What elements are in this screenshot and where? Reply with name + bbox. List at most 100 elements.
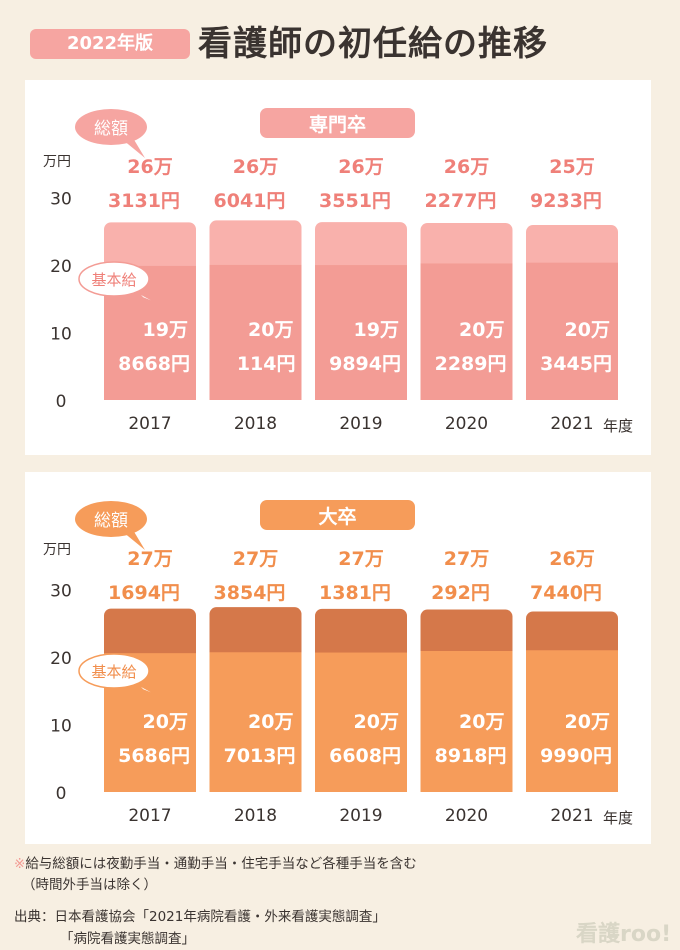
voc-bar-total-2019 (315, 222, 407, 274)
uni-label-total-man-2018: 27万 (233, 548, 278, 570)
voc-bar-total-2020 (420, 222, 513, 272)
uni-label-base-yen-2017: 5686円 (118, 745, 190, 767)
footnote-overtime: （時間外手当は除く） (22, 877, 157, 893)
uni-label-total-yen-2019: 1381円 (319, 582, 391, 604)
source-line-1: 出典：日本看護協会「2021年病院看護・外来看護実態調査」 (14, 909, 386, 925)
voc-label-total-yen-2018: 6041円 (214, 190, 286, 212)
uni-label-base-man-2018: 20万 (248, 711, 293, 733)
voc-x-tick-2017: 2017 (128, 414, 171, 434)
uni-legend-total: 総額 (94, 511, 128, 531)
uni-legend-base: 基本給 (91, 663, 136, 681)
voc-label-total-yen-2020: 2277円 (425, 190, 497, 212)
voc-y-tick-0: 0 (56, 392, 67, 412)
voc-label-base-yen-2021: 3445円 (540, 353, 612, 375)
page-title: 看護師の初任給の推移 (198, 24, 548, 64)
uni-y-tick-10: 10 (50, 717, 72, 737)
voc-label-base-yen-2020: 2289円 (435, 353, 507, 375)
uni-label-base-man-2021: 20万 (565, 711, 610, 733)
voc-legend-total-bubble (75, 109, 147, 145)
uni-label-base-yen-2018: 7013円 (224, 745, 296, 767)
footnote-allowances: ※給与総額には夜勤手当・通勤手当・住宅手当など各種手当を含む (14, 852, 417, 872)
voc-label-base-yen-2019: 9894円 (329, 353, 401, 375)
voc-label-total-yen-2017: 3131円 (108, 190, 180, 212)
voc-chart-title: 専門卒 (309, 113, 366, 136)
uni-y-unit: 万円 (43, 542, 71, 558)
uni-x-tick-2019: 2019 (339, 806, 382, 826)
voc-label-total-yen-2021: 9233円 (530, 190, 602, 212)
voc-label-total-man-2018: 26万 (233, 156, 278, 178)
voc-bar-base-2021 (526, 262, 618, 400)
voc-legend-total-tail (123, 138, 145, 158)
voc-label-total-man-2021: 25万 (549, 156, 594, 178)
uni-label-total-yen-2020: 292円 (431, 582, 490, 604)
uni-bar-base-2019 (315, 652, 407, 792)
uni-label-total-yen-2018: 3854円 (214, 582, 286, 604)
brand-logo: 看護roo! (576, 922, 672, 947)
uni-label-total-man-2019: 27万 (338, 548, 383, 570)
voc-label-base-man-2020: 20万 (459, 319, 504, 341)
chart-panel-vocational: 専門卒 総額 万円 0 10 20 30 26万 3131円 19万 8668円 2017 26万 604… (25, 80, 651, 455)
voc-x-tick-2018: 2018 (234, 414, 277, 434)
uni-bar-total-2021 (526, 611, 618, 659)
voc-label-base-man-2017: 19万 (143, 319, 188, 341)
chart-panel-university: 大卒 総額万円 0 10 20 30 27万 1694円 20万 5686円 2017 27万 3854… (25, 472, 651, 844)
uni-legend-base-bubble (78, 653, 150, 689)
voc-y-unit: 万円 (43, 154, 71, 170)
uni-bar-total-2018 (209, 607, 302, 661)
voc-title-badge (260, 108, 415, 138)
voc-label-total-man-2017: 26万 (127, 156, 172, 178)
voc-label-base-yen-2017: 8668円 (118, 353, 190, 375)
uni-x-tick-2017: 2017 (128, 806, 171, 826)
voc-y-tick-30: 30 (50, 190, 72, 210)
voc-x-unit: 年度 (603, 417, 633, 435)
voc-x-tick-2021: 2021 (550, 414, 593, 434)
voc-label-total-man-2020: 26万 (444, 156, 489, 178)
note-mark: ※ (14, 856, 26, 872)
voc-bar-total-2018 (209, 220, 302, 273)
uni-label-total-man-2020: 27万 (444, 548, 489, 570)
uni-bar-total-2020 (420, 609, 513, 659)
year-badge: 2022年版 (30, 29, 190, 59)
uni-legend-total-bubble (75, 501, 147, 537)
voc-x-tick-2020: 2020 (445, 414, 488, 434)
uni-bar-base-2021 (526, 650, 618, 792)
uni-bar-total-2019 (315, 608, 407, 661)
voc-label-total-yen-2019: 3551円 (319, 190, 391, 212)
voc-y-tick-20: 20 (50, 257, 72, 277)
voc-legend-total: 総額 (94, 119, 128, 139)
voc-x-tick-2019: 2019 (339, 414, 382, 434)
uni-x-tick-2021: 2021 (550, 806, 593, 826)
note-line-1: 給与総額には夜勤手当・通勤手当・住宅手当など各種手当を含む (25, 856, 417, 872)
uni-label-total-man-2017: 27万 (127, 548, 172, 570)
uni-label-base-yen-2020: 8918円 (435, 745, 507, 767)
uni-label-base-man-2017: 20万 (143, 711, 188, 733)
uni-y-tick-20: 20 (50, 649, 72, 669)
voc-legend-base-bubble (78, 261, 150, 297)
uni-label-base-yen-2019: 6608円 (329, 745, 401, 767)
voc-label-base-man-2019: 19万 (354, 319, 399, 341)
uni-chart-title: 大卒 (318, 505, 356, 528)
uni-legend-base-tail (136, 683, 164, 699)
uni-bar-base-2020 (420, 650, 513, 792)
uni-y-tick-30: 30 (50, 582, 72, 602)
voc-bar-base-2019 (315, 265, 407, 400)
voc-bar-base-2018 (209, 264, 302, 400)
uni-x-tick-2018: 2018 (234, 806, 277, 826)
uni-label-total-yen-2017: 1694円 (108, 582, 180, 604)
uni-label-total-yen-2021: 7440円 (530, 582, 602, 604)
voc-bar-base-2020 (420, 263, 513, 400)
uni-x-unit: 年度 (603, 809, 633, 827)
uni-label-total-man-2021: 26万 (549, 548, 594, 570)
uni-x-tick-2020: 2020 (445, 806, 488, 826)
uni-label-base-man-2020: 20万 (459, 711, 504, 733)
voc-label-base-man-2021: 20万 (565, 319, 610, 341)
uni-y-tick-0: 0 (56, 784, 67, 804)
uni-bar-base-2018 (209, 652, 302, 792)
uni-bar-total-2017 (104, 608, 196, 662)
voc-label-base-yen-2018: 114円 (237, 353, 296, 375)
source-line-2: 「病院看護実態調査」 (60, 931, 195, 947)
voc-label-base-man-2018: 20万 (248, 319, 293, 341)
uni-title-badge (260, 500, 415, 530)
